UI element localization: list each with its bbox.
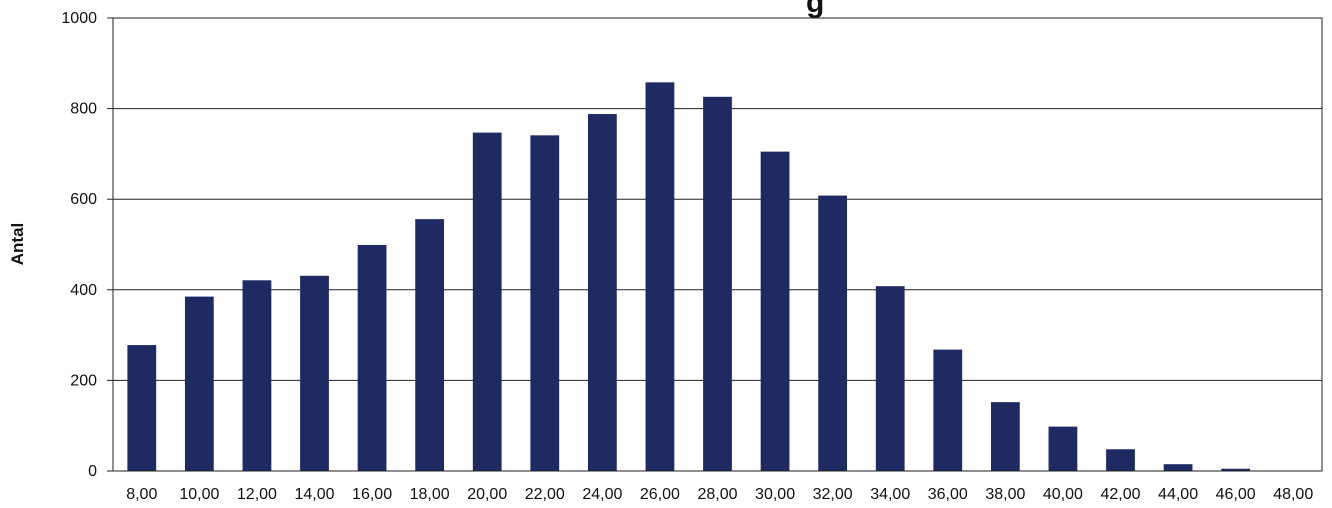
bar (1106, 449, 1135, 471)
y-tick-label: 800 (70, 101, 97, 118)
bar (1048, 426, 1078, 471)
y-tick-label: 1000 (61, 10, 97, 27)
y-tick-labels: 0 200 400 600 800 1000 (61, 10, 113, 480)
y-axis-label: Antal (8, 223, 27, 266)
bar (184, 296, 214, 471)
bar (127, 345, 157, 471)
bar (933, 349, 963, 471)
x-tick-label: 18,00 (410, 486, 450, 503)
bar (472, 132, 502, 471)
x-tick-label: 48,00 (1273, 486, 1313, 503)
plot-frame (112, 17, 1323, 472)
x-tick-label: 34,00 (870, 486, 910, 503)
x-tick-label: 32,00 (813, 486, 853, 503)
bar (990, 402, 1020, 471)
x-tick-label: 22,00 (525, 486, 565, 503)
x-tick-label: 12,00 (237, 486, 277, 503)
bar (703, 96, 732, 472)
x-tick-label: 14,00 (294, 486, 334, 503)
x-tick-label: 38,00 (985, 486, 1025, 503)
bar (242, 280, 272, 471)
bars (127, 82, 1251, 472)
bar (300, 275, 329, 471)
x-tick-label: 20,00 (467, 486, 507, 503)
bar (875, 286, 905, 471)
x-tick-label: 42,00 (1100, 486, 1140, 503)
y-tick-label: 400 (70, 282, 97, 299)
y-tick-label: 200 (70, 372, 97, 389)
x-tick-labels: 8,00 10,00 12,00 14,00 16,00 18,00 20,00 22,00 2… (126, 486, 1313, 503)
bar (530, 135, 560, 471)
y-tick-label: 0 (88, 463, 97, 480)
x-tick-label: 26,00 (640, 486, 680, 503)
x-tick-label: 10,00 (179, 486, 219, 503)
x-tick-label: 46,00 (1216, 486, 1256, 503)
bar (760, 151, 790, 471)
x-tick-label: 16,00 (352, 486, 392, 503)
bar (818, 195, 848, 472)
bar (357, 244, 387, 471)
x-tick-label: 36,00 (928, 486, 968, 503)
x-tick-label: 8,00 (126, 486, 157, 503)
bar (587, 114, 617, 471)
x-tick-label: 24,00 (582, 486, 622, 503)
y-tick-label: 600 (70, 191, 97, 208)
x-tick-label: 28,00 (697, 486, 737, 503)
bar (415, 219, 445, 471)
chart-title-fragment: g (806, 0, 824, 19)
x-tick-label: 30,00 (755, 486, 795, 503)
x-tick-label: 40,00 (1043, 486, 1083, 503)
bar (1221, 468, 1251, 471)
x-tick-label: 44,00 (1158, 486, 1198, 503)
bar (1163, 464, 1193, 471)
bar (645, 82, 675, 472)
